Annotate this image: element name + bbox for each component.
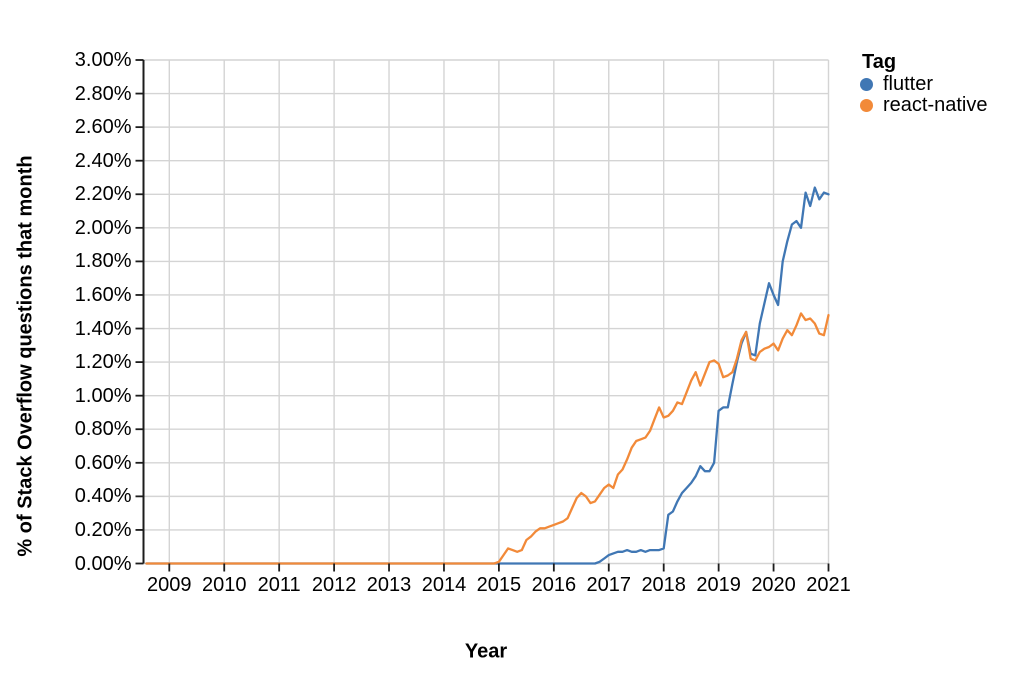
y-tick-label: 1.40% xyxy=(74,317,132,340)
x-tick-label: 2021 xyxy=(806,573,851,596)
x-tick-label: 2009 xyxy=(147,573,192,596)
y-tick-label: 1.20% xyxy=(74,351,132,374)
y-axis-title: % of Stack Overflow questions that month xyxy=(14,155,37,557)
x-tick-label: 2018 xyxy=(641,573,686,596)
legend-item-flutter: flutter xyxy=(860,74,988,95)
x-tick-label: 2020 xyxy=(751,573,796,596)
legend-title: Tag xyxy=(862,51,897,73)
y-tick-label: 0.40% xyxy=(74,485,132,508)
y-tick-label: 2.00% xyxy=(74,216,132,239)
x-tick-label: 2012 xyxy=(311,573,357,596)
y-tick-label: 0.60% xyxy=(74,451,132,474)
x-axis-title: Year xyxy=(464,640,508,663)
x-tick-label: 2015 xyxy=(476,573,522,596)
react-native-line xyxy=(145,312,830,565)
y-tick-label: 1.60% xyxy=(74,283,132,306)
x-tick-label: 2016 xyxy=(531,573,577,596)
legend-label: flutter xyxy=(883,73,934,95)
y-tick-label: 0.20% xyxy=(74,518,132,541)
legend-item-react-native: react-native xyxy=(860,95,988,116)
x-tick-label: 2019 xyxy=(696,573,741,596)
y-tick-label: 0.00% xyxy=(74,552,132,575)
y-tick-label: 2.20% xyxy=(74,183,132,206)
y-tick-label: 2.40% xyxy=(74,149,132,172)
x-tick-label: 2017 xyxy=(586,573,632,596)
legend: Tag flutter react-native xyxy=(860,50,988,116)
flutter-series-dot-icon xyxy=(860,78,873,91)
y-tick-label: 1.80% xyxy=(74,250,132,273)
y-tick-label: 3.00% xyxy=(74,49,132,71)
y-tick-label: 2.80% xyxy=(74,82,132,105)
y-tick-label: 1.00% xyxy=(74,384,132,407)
x-tick-label: 2014 xyxy=(421,573,467,596)
y-tick-label: 2.60% xyxy=(74,116,132,139)
x-tick-label: 2013 xyxy=(366,573,412,596)
y-tick-label: 0.80% xyxy=(74,418,132,441)
legend-label: react-native xyxy=(883,94,988,116)
x-tick-label: 2011 xyxy=(257,573,301,596)
react-native-series-dot-icon xyxy=(860,99,873,112)
x-tick-label: 2010 xyxy=(201,573,247,596)
